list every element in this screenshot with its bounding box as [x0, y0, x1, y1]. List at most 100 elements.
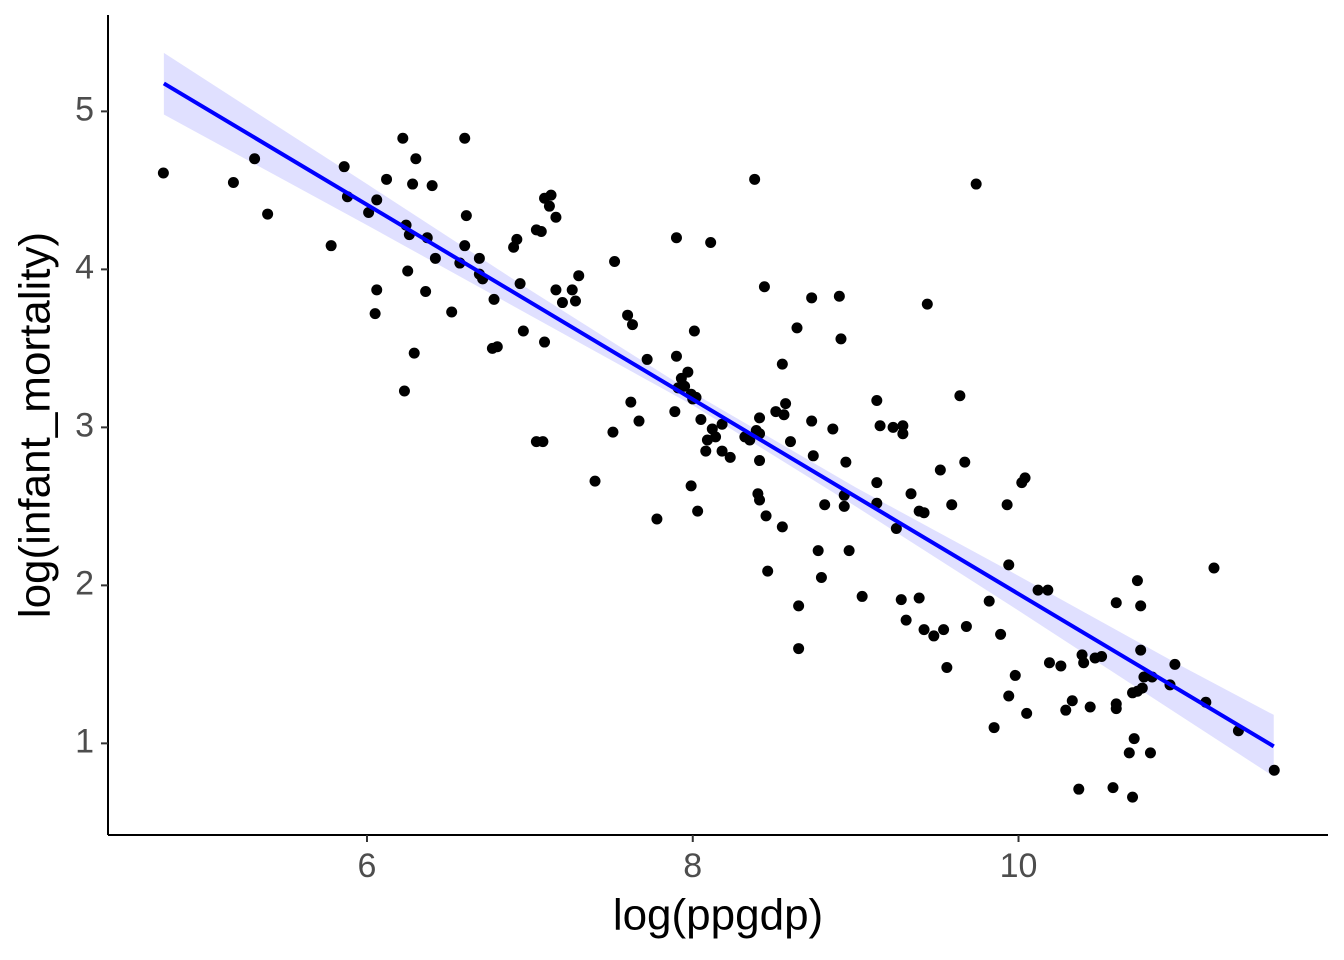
point	[1268, 764, 1280, 776]
point	[1135, 644, 1147, 656]
point	[754, 455, 766, 467]
point	[685, 480, 697, 492]
point	[325, 240, 337, 252]
point	[651, 513, 663, 525]
point	[488, 293, 500, 305]
point	[760, 510, 772, 522]
point	[670, 350, 682, 362]
point	[1144, 747, 1156, 759]
point	[670, 232, 682, 244]
point	[905, 488, 917, 500]
point	[812, 545, 824, 557]
y-tick-label: 5	[75, 90, 94, 128]
point	[780, 398, 792, 410]
point	[539, 336, 551, 348]
point	[1127, 791, 1139, 803]
point	[895, 594, 907, 606]
point	[262, 208, 274, 220]
point	[1060, 704, 1072, 716]
point	[491, 341, 503, 353]
point	[369, 308, 381, 320]
point	[819, 499, 831, 511]
point	[941, 662, 953, 674]
point	[716, 418, 728, 430]
point	[566, 284, 578, 296]
point	[550, 284, 562, 296]
point	[446, 306, 458, 318]
point	[754, 494, 766, 506]
point	[1110, 597, 1122, 609]
point	[1078, 657, 1090, 669]
point	[537, 436, 549, 448]
point	[921, 298, 933, 310]
point	[754, 412, 766, 424]
point	[793, 643, 805, 655]
point	[806, 415, 818, 427]
point	[420, 285, 432, 297]
point	[890, 522, 902, 534]
point	[700, 445, 712, 457]
point	[1096, 650, 1108, 662]
point	[543, 200, 555, 212]
y-tick-label: 4	[75, 248, 94, 286]
x-axis-title: log(ppgdp)	[613, 891, 823, 940]
point	[460, 210, 472, 222]
point	[900, 614, 912, 626]
point	[807, 450, 819, 462]
point	[874, 420, 886, 432]
point	[954, 390, 966, 402]
point	[589, 475, 601, 487]
point	[1003, 559, 1015, 571]
point	[983, 595, 995, 607]
point	[705, 237, 717, 249]
point	[835, 333, 847, 345]
point	[249, 153, 261, 165]
point	[784, 436, 796, 448]
point	[918, 507, 930, 519]
point	[871, 477, 883, 489]
point	[791, 322, 803, 334]
point	[928, 630, 940, 642]
point	[995, 628, 1007, 640]
point	[1110, 698, 1122, 710]
point	[806, 292, 818, 304]
point	[157, 167, 169, 179]
point	[556, 297, 568, 309]
point	[398, 385, 410, 397]
point	[776, 521, 788, 533]
point	[778, 409, 790, 421]
point	[679, 380, 691, 392]
point	[410, 153, 422, 165]
point	[626, 319, 638, 331]
x-tick-label: 10	[1000, 847, 1038, 885]
point	[1043, 657, 1055, 669]
point	[1169, 658, 1181, 670]
y-axis-title: log(infant_mortality)	[11, 232, 60, 618]
x-tick-label: 6	[358, 847, 377, 885]
point	[1042, 584, 1054, 596]
point	[381, 173, 393, 185]
point	[793, 600, 805, 612]
point	[1208, 562, 1220, 574]
point	[827, 423, 839, 435]
y-tick-label: 1	[75, 722, 94, 760]
point	[1001, 499, 1013, 511]
point	[1019, 472, 1031, 484]
point	[934, 464, 946, 476]
point	[776, 358, 788, 370]
point	[669, 406, 681, 418]
point	[833, 290, 845, 302]
point	[897, 420, 909, 432]
point	[625, 396, 637, 408]
point	[397, 132, 409, 144]
point	[622, 309, 634, 321]
fit-line	[162, 81, 1275, 749]
y-tick-label: 3	[75, 406, 94, 444]
point	[1136, 682, 1148, 694]
point	[887, 421, 899, 433]
point	[688, 325, 700, 337]
point	[426, 180, 438, 192]
point	[1003, 690, 1015, 702]
point	[408, 347, 420, 359]
point	[371, 284, 383, 296]
